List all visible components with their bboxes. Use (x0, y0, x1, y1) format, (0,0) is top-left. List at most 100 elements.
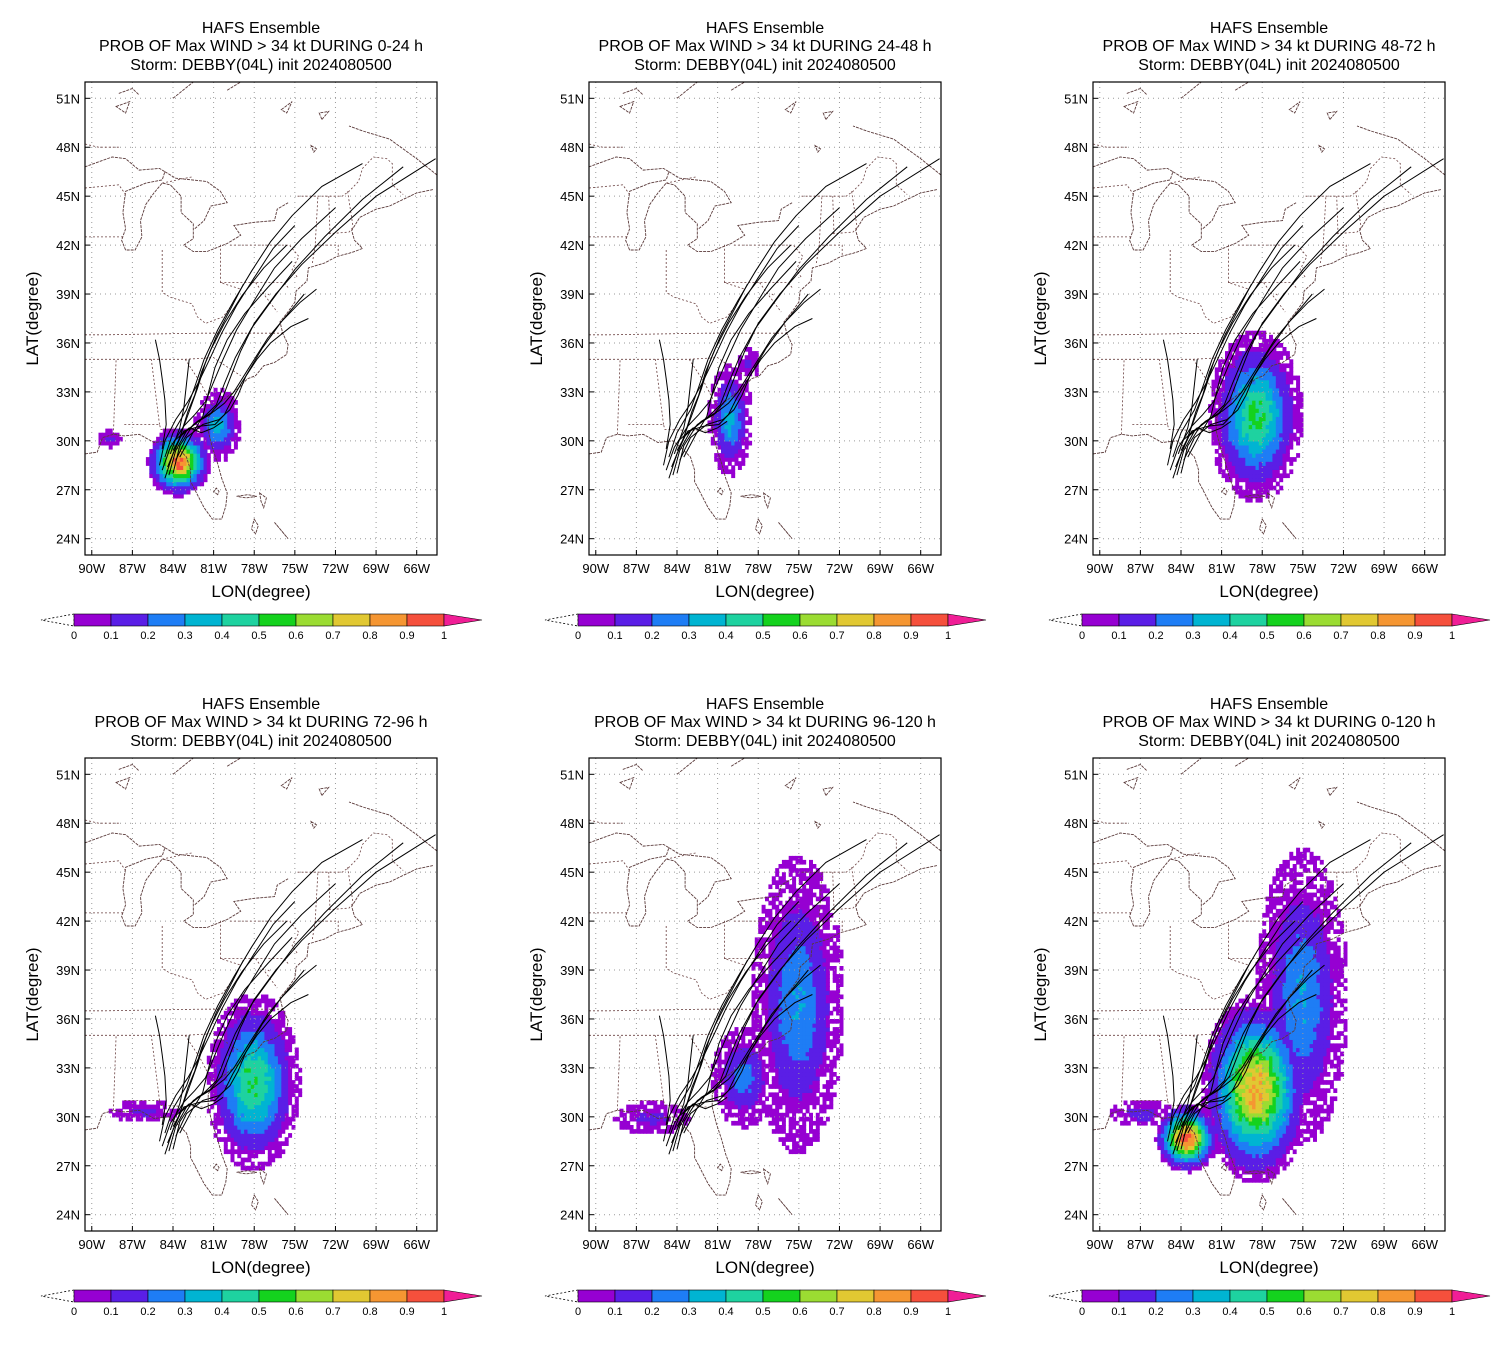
probability-cell (829, 966, 834, 971)
probability-cell (203, 469, 208, 475)
probability-cell (1208, 1153, 1213, 1159)
probability-cell (775, 982, 780, 987)
probability-cell (761, 1039, 766, 1045)
probability-cell (1218, 420, 1223, 426)
probability-cell (788, 1100, 793, 1106)
probability-cell (1218, 367, 1223, 373)
probability-cell (186, 489, 191, 495)
probability-cell (748, 1092, 753, 1098)
probability-cell (1292, 404, 1297, 409)
probability-cell (812, 953, 817, 959)
probability-cell (183, 481, 188, 487)
probability-cell (291, 1039, 296, 1045)
probability-cell (748, 1063, 753, 1069)
probability-cell (254, 1088, 259, 1093)
probability-cell (1228, 400, 1233, 405)
probability-cell (227, 1104, 232, 1110)
probability-cell (1228, 457, 1233, 462)
probability-cell (758, 990, 763, 996)
probability-cell (1174, 1157, 1179, 1163)
probability-cell (1292, 416, 1297, 422)
probability-cell (217, 1104, 221, 1110)
probability-cell (274, 1027, 279, 1032)
probability-cell (1296, 383, 1301, 389)
probability-cell (244, 1072, 249, 1077)
probability-cell (1265, 485, 1270, 491)
probability-cell (785, 1088, 790, 1093)
probability-cell (193, 436, 198, 442)
probability-cell (250, 1129, 255, 1134)
track-line (1183, 288, 1325, 461)
probability-cell (183, 489, 188, 495)
probability-cell (237, 1067, 242, 1073)
probability-cell (264, 1072, 269, 1077)
probability-cell (748, 400, 753, 405)
probability-cell (1255, 359, 1260, 364)
probability-cell (768, 1067, 773, 1073)
state-border (229, 920, 300, 954)
probability-cell (240, 994, 245, 1000)
probability-cell (230, 1137, 235, 1142)
probability-cell (149, 457, 154, 462)
probability-cell (805, 1133, 810, 1138)
probability-cell (186, 481, 191, 487)
probability-cell (744, 453, 749, 458)
probability-cell (213, 1031, 218, 1036)
probability-cell (1269, 334, 1273, 340)
probability-cell (1285, 351, 1290, 356)
probability-cell (781, 1047, 786, 1053)
probability-cell (805, 953, 810, 959)
probability-cell (724, 363, 729, 369)
probability-cell (261, 1145, 265, 1151)
probability-cell (1299, 432, 1304, 438)
probability-cell (727, 363, 732, 369)
probability-cell (778, 961, 783, 967)
probability-cell (1282, 465, 1287, 470)
probability-cell (223, 416, 228, 422)
probability-cell (795, 1047, 800, 1053)
probability-cell (731, 453, 736, 458)
probability-cell (1228, 465, 1233, 470)
probability-cell (1289, 440, 1294, 446)
probability-cell (254, 1043, 259, 1049)
probability-cell (714, 457, 719, 462)
probability-cell (751, 994, 756, 1000)
probability-cell (812, 982, 817, 987)
probability-cell (1265, 404, 1270, 409)
probability-cell (812, 941, 817, 947)
probability-cell (122, 1112, 127, 1118)
probability-cell (737, 465, 742, 470)
probability-cell (707, 408, 712, 413)
probability-cell (233, 1055, 238, 1061)
probability-cell (1248, 444, 1253, 450)
probability-cell (1252, 1153, 1257, 1159)
probability-cell (822, 1067, 827, 1073)
probability-cell (805, 1088, 810, 1093)
colorbar-segment (873, 1289, 912, 1303)
probability-cell (809, 908, 813, 914)
probability-cell (1167, 1149, 1172, 1155)
probability-cell (298, 1067, 303, 1073)
probability-cell (727, 416, 732, 422)
probability-cell (1245, 347, 1250, 352)
probability-cell (765, 1006, 769, 1012)
probability-cell (761, 978, 766, 983)
probability-cell (162, 453, 167, 458)
colorbar-tick-label: 0.4 (214, 630, 229, 642)
probability-cell (247, 1125, 252, 1130)
grid-lines (85, 82, 437, 555)
probability-cell (217, 391, 221, 397)
probability-cell (233, 1137, 238, 1142)
probability-cell (173, 440, 177, 446)
probability-cell (1275, 457, 1280, 462)
lon-tick-label: 78W (1249, 561, 1276, 576)
probability-cell (768, 1059, 773, 1065)
probability-cell (812, 1104, 817, 1110)
plot-frame (588, 757, 942, 1232)
probability-cell (832, 966, 837, 971)
probability-cell (257, 1116, 262, 1122)
probability-cell (802, 953, 807, 959)
probability-cell (805, 1010, 810, 1016)
probability-cell (1269, 367, 1273, 373)
